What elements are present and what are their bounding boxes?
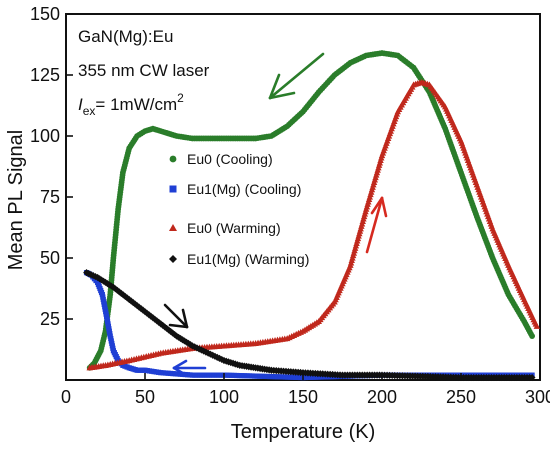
x-tick-label: 200: [367, 387, 397, 407]
data-point: [113, 286, 121, 294]
x-tick-label: 50: [135, 387, 155, 407]
laser-label: 355 nm CW laser: [78, 61, 210, 80]
black-arrow: [163, 303, 189, 329]
excitation-symbol: I: [78, 95, 83, 114]
y-tick-label: 75: [40, 187, 60, 207]
excitation-value: = 1mW/cm: [95, 95, 177, 114]
legend-marker-eu0-warming: [169, 224, 177, 231]
series-2: [86, 78, 541, 371]
data-point: [133, 301, 141, 310]
x-tick-label: 250: [446, 387, 476, 407]
legend-label: Eu0 (Cooling): [187, 151, 273, 167]
excitation-sub: ex: [83, 104, 96, 118]
data-point: [129, 298, 137, 307]
legend-marker-eu1-warming: [169, 255, 177, 263]
data-point: [163, 324, 171, 333]
y-tick-label: 100: [30, 126, 60, 146]
data-point: [145, 311, 153, 319]
data-point: [139, 306, 147, 314]
x-tick-label: 300: [525, 387, 550, 407]
x-tick-label: 0: [61, 387, 71, 407]
data-point: [153, 317, 161, 325]
data-point: [159, 321, 167, 330]
data-marks: [83, 50, 541, 382]
y-tick-label: 150: [30, 4, 60, 24]
data-point: [149, 314, 157, 322]
data-point: [165, 326, 173, 334]
data-point: [115, 288, 123, 296]
data-point: [123, 294, 131, 302]
data-point: [529, 333, 535, 339]
data-point: [143, 309, 151, 317]
legend-item: Eu1(Mg) (Warming): [169, 251, 309, 267]
blue-arrow: [172, 359, 207, 377]
legend-label: Eu1(Mg) (Cooling): [187, 181, 301, 197]
legend-item: Eu1(Mg) (Cooling): [169, 181, 301, 197]
y-tick-label: 125: [30, 65, 60, 85]
data-point: [135, 303, 143, 311]
series-0: [86, 50, 535, 371]
legend-item: Eu0 (Cooling): [169, 151, 273, 167]
data-point: [533, 322, 541, 329]
legend: Eu0 (Cooling) Eu1(Mg) (Cooling) Eu0 (War…: [169, 151, 309, 267]
axis-ticks: 0 50 100 150 200 250 300 25 50 75 100 125 150: [30, 4, 550, 407]
x-axis-title: Temperature (K): [231, 421, 376, 443]
y-tick-label: 25: [40, 309, 60, 329]
legend-item: Eu0 (Warming): [169, 220, 281, 236]
x-tick-label: 150: [288, 387, 318, 407]
trend-arrows: [163, 52, 388, 377]
green-arrow: [268, 52, 325, 100]
data-point: [155, 318, 163, 326]
legend-label: Eu1(Mg) (Warming): [187, 251, 309, 267]
y-tick-label: 50: [40, 248, 60, 268]
sample-label: GaN(Mg):Eu: [78, 27, 173, 46]
legend-marker-eu0-cooling: [169, 155, 177, 163]
excitation-sup: 2: [177, 91, 184, 105]
y-axis-title: Mean PL Signal: [5, 130, 27, 270]
data-point: [125, 295, 133, 304]
data-point: [110, 283, 117, 291]
legend-label: Eu0 (Warming): [187, 220, 281, 236]
x-tick-label: 100: [209, 387, 239, 407]
red-arrow: [365, 196, 388, 254]
data-point: [169, 329, 177, 337]
data-point: [119, 291, 127, 299]
legend-marker-eu1-cooling: [169, 185, 177, 193]
data-point: [528, 373, 536, 382]
excitation-label: Iex= 1mW/cm2: [78, 91, 184, 118]
